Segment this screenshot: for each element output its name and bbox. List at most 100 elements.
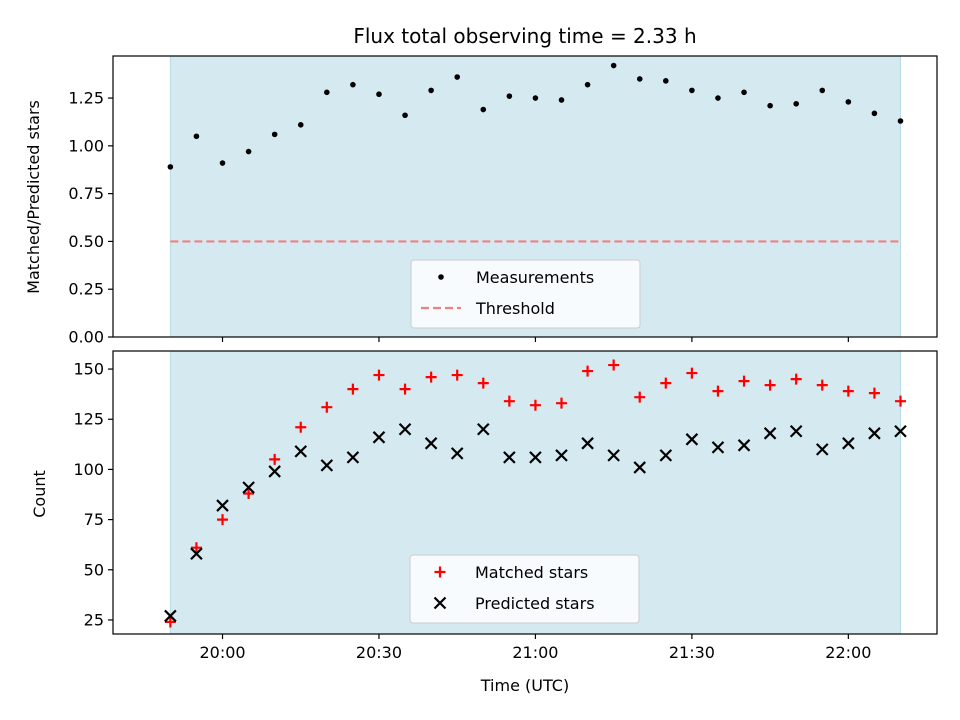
top-y-tick-label: 0.00 [68, 328, 104, 347]
top-measurement-point [219, 160, 226, 166]
top-measurement-point [454, 74, 461, 80]
bottom-matched-star-point [842, 385, 854, 397]
bottom-predicted-star-point [372, 431, 386, 444]
bottom-predicted-star-point [320, 459, 334, 472]
bottom-y-tick-label: 150 [73, 360, 104, 379]
bottom-matched-star-point [164, 616, 176, 628]
bottom-matched-star-point [738, 375, 750, 387]
top-measurement-point [245, 148, 252, 155]
bottom-matched-star-point [451, 369, 463, 381]
bottom-plot-area: 25 50 75 100 125 150 20:00 20:30 21:00 21:30 22:00… [73, 350, 938, 662]
bottom-matched-star-point [217, 514, 229, 526]
bottom-predicted-star-point [868, 427, 881, 440]
top-measurement-point [402, 112, 408, 119]
bottom-predicted-star-point [737, 439, 751, 452]
top-y-tick-label: 1.00 [68, 136, 104, 155]
top-measurement-point [532, 95, 539, 101]
top-y-tick-label: 0.50 [68, 232, 104, 251]
top-panel: Flux total observing time = 2.33 h 0.00 0… [24, 24, 938, 347]
top-measurement-point [871, 110, 878, 117]
bottom-predicted-star-point [424, 437, 438, 450]
top-measurement-point [428, 87, 434, 94]
top-measurement-point [897, 118, 904, 124]
bottom-matched-star-point [608, 359, 620, 371]
x-axis-label: Time (UTC) [480, 676, 569, 695]
bottom-matched-star-point [399, 383, 411, 395]
bottom-predicted-star-point [268, 465, 281, 478]
top-measurement-point [767, 102, 773, 109]
bottom-matched-star-point [790, 373, 802, 385]
top-measurement-point [741, 89, 747, 96]
top-legend-label: Measurements [476, 268, 594, 287]
top-y-tick-label: 0.75 [68, 184, 104, 203]
bottom-predicted-star-point [711, 441, 725, 454]
bottom-x-tick-label: 21:00 [512, 643, 558, 662]
bottom-predicted-star-point [503, 451, 516, 464]
bottom-legend: Matched stars Predicted stars [409, 554, 640, 624]
bottom-predicted-star-point [894, 425, 907, 438]
bottom-y-axis-label: Count [30, 470, 49, 518]
top-legend: Measurements Threshold [410, 259, 641, 329]
bottom-matched-star-point [477, 377, 489, 389]
bottom-predicted-star-point [763, 427, 777, 440]
bottom-legend-label: Matched stars [475, 563, 588, 582]
bottom-matched-star-point [243, 488, 255, 500]
top-measurement-point [350, 81, 356, 88]
bottom-predicted-star-point [242, 481, 255, 494]
bottom-matched-star-point [816, 379, 828, 391]
bottom-x-tick-label: 22:00 [825, 643, 871, 662]
top-measurement-point [689, 87, 695, 94]
bottom-panel: 25 50 75 100 125 150 20:00 20:30 21:00 21:30 22:00… [30, 350, 938, 695]
bottom-predicted-star-point [581, 437, 594, 450]
top-y-axis-label: Matched/Predicted stars [24, 100, 43, 294]
top-measurement-point [819, 87, 826, 94]
bottom-predicted-star-point [216, 499, 229, 512]
bottom-legend-plus-marker [434, 566, 446, 578]
bottom-predicted-star-point [529, 451, 542, 464]
bottom-matched-star-point [634, 391, 646, 403]
bottom-x-tick-label: 20:00 [199, 643, 245, 662]
bottom-matched-star-point [529, 399, 541, 411]
bottom-y-tick-label: 50 [84, 560, 104, 579]
bottom-predicted-star-point [294, 445, 308, 458]
bottom-matched-star-point [425, 371, 437, 383]
top-measurement-point [663, 78, 669, 84]
bottom-matched-star-point [894, 395, 906, 407]
top-measurement-point [271, 131, 278, 138]
top-measurement-point [558, 97, 565, 103]
bottom-y-tick-label: 125 [73, 410, 104, 429]
bottom-predicted-star-point [477, 422, 490, 436]
top-axes-frame [112, 55, 938, 338]
bottom-matched-star-point [712, 385, 724, 397]
top-legend-dot-marker [438, 274, 444, 280]
top-measurement-point [845, 99, 852, 105]
bottom-matched-star-point [269, 453, 281, 465]
bottom-predicted-star-point [842, 437, 855, 450]
top-measurement-point [506, 93, 513, 99]
bottom-predicted-star-point [346, 451, 360, 464]
bottom-x-tick-label: 20:30 [356, 643, 402, 662]
bottom-matched-star-point [503, 395, 515, 407]
bottom-predicted-star-point [164, 609, 177, 623]
bottom-y-tick-label: 75 [84, 510, 104, 529]
top-y-tick-label: 1.25 [68, 89, 104, 108]
bottom-matched-star-point [868, 387, 880, 399]
bottom-legend-label: Predicted stars [475, 594, 595, 613]
bottom-predicted-star-point [789, 425, 803, 438]
bottom-predicted-star-point [398, 422, 412, 436]
top-panel-title: Flux total observing time = 2.33 h [353, 24, 696, 48]
bottom-matched-star-point [556, 397, 568, 409]
bottom-matched-star-point [686, 367, 698, 379]
bottom-matched-star-point [660, 377, 672, 389]
top-measurement-point [167, 164, 174, 170]
top-measurement-point [297, 122, 304, 128]
top-measurement-point [584, 81, 591, 88]
top-legend-box [410, 259, 641, 329]
bottom-predicted-star-point [815, 443, 829, 456]
bottom-legend-box [409, 554, 640, 624]
bottom-matched-star-point [295, 421, 307, 433]
bottom-x-tick-label: 21:30 [669, 643, 715, 662]
bottom-predicted-star-point [659, 449, 673, 462]
bottom-matched-star-point [373, 369, 385, 381]
